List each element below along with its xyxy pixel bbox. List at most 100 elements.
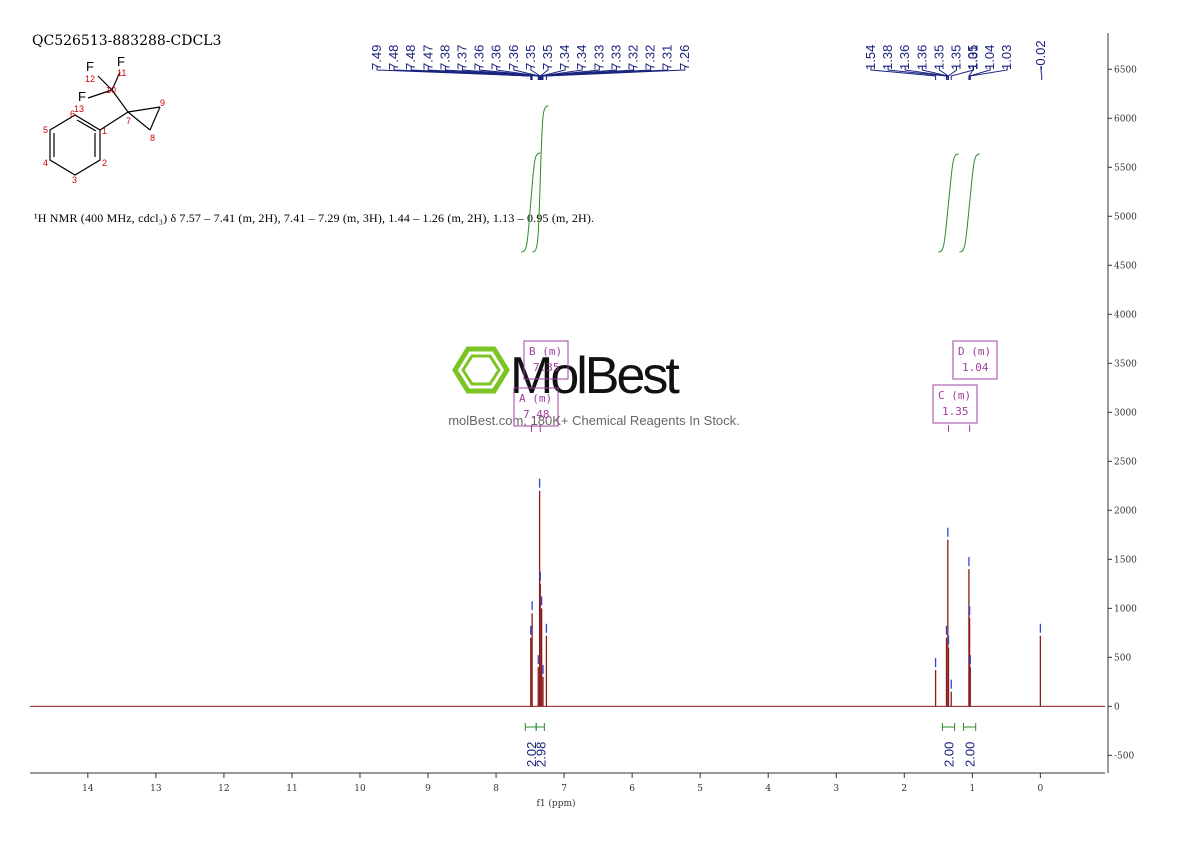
x-tick-label: 0 (1037, 784, 1043, 794)
integral-bracket (535, 723, 545, 731)
integral-curve (521, 152, 541, 253)
atom-number: 9 (160, 98, 165, 108)
x-tick-label: 13 (150, 784, 162, 794)
atom: F (78, 89, 86, 104)
peak-connector (870, 66, 937, 80)
multiplet-shift: 1.04 (962, 361, 989, 374)
peak-label: 1.38 (880, 45, 895, 70)
ring (49, 114, 101, 176)
integral-bracket (941, 723, 956, 731)
peak-connector (950, 66, 975, 80)
y-tick-label: -500 (1114, 751, 1134, 761)
bond (76, 119, 97, 132)
atom-number: 12 (85, 74, 95, 84)
x-tick-label: 9 (425, 784, 431, 794)
atom-number: 1 (102, 126, 107, 136)
y-tick-label: 2000 (1114, 506, 1137, 516)
peak-label: 7.37 (455, 45, 470, 70)
structure (49, 71, 161, 176)
x-tick-label: 1 (969, 784, 975, 794)
atom-number: 3 (72, 175, 77, 185)
peak-label: 1.36 (897, 45, 912, 70)
peak-connector (887, 66, 947, 80)
peak-label: 7.33 (608, 45, 623, 70)
atom: F (86, 59, 94, 74)
peak-label: 7.38 (437, 45, 452, 70)
peak-label: 1.54 (863, 45, 878, 70)
peak-label: 1.36 (914, 45, 929, 70)
peak-label: 7.36 (472, 45, 487, 70)
integral-label: 2.00 (963, 742, 978, 767)
peak-label: 1.35 (931, 45, 946, 70)
peak-label: 7.35 (523, 45, 538, 70)
x-tick-label: 5 (697, 784, 703, 794)
atom-number: 7 (126, 116, 131, 126)
peak-label: 7.49 (369, 45, 384, 70)
peak-label: 1.35 (949, 45, 964, 70)
peak-connector (541, 66, 617, 80)
peak-label: 7.48 (386, 45, 401, 70)
peak-label: 1.31 (966, 45, 981, 70)
bond (149, 106, 161, 131)
y-tick-label: 500 (1114, 653, 1131, 663)
peak-label: 1.04 (982, 45, 997, 70)
x-tick-label: 14 (82, 784, 94, 794)
atom-number: 13 (74, 104, 84, 114)
peak-connector (921, 66, 949, 80)
x-tick-label: 10 (354, 784, 366, 794)
x-tick-label: 11 (286, 784, 297, 794)
peak-label: 1.03 (999, 45, 1014, 70)
peak-connector (462, 66, 540, 80)
peak-label: 7.32 (643, 45, 658, 70)
atom-number: 11 (117, 68, 126, 78)
peak-label: 7.34 (574, 45, 589, 70)
integral-label: 2.98 (533, 742, 548, 767)
peak-connector (540, 66, 583, 80)
y-tick-label: 4500 (1114, 261, 1137, 271)
y-tick-label: 2500 (1114, 457, 1137, 467)
peak-connector (545, 66, 686, 80)
peak-connector (969, 66, 991, 80)
peak-label: 7.47 (420, 45, 435, 70)
integral-curve (959, 153, 980, 253)
watermark-logo (452, 346, 510, 394)
bond (97, 75, 113, 91)
peak-label: -0.02 (1033, 40, 1048, 70)
peak-label: 7.36 (506, 45, 521, 70)
x-tick-label: 6 (629, 784, 635, 794)
integral-label: 2.00 (942, 742, 957, 767)
peak-label: 7.33 (591, 45, 606, 70)
peak-connector (968, 66, 974, 80)
peak-connector (513, 66, 541, 80)
bond (111, 89, 129, 113)
x-axis-label: f1 (ppm) (537, 798, 576, 809)
watermark-brand: MolBest (510, 347, 680, 405)
multiplet-box (932, 384, 978, 424)
x-tick-label: 4 (765, 784, 771, 794)
y-tick-label: 5000 (1114, 212, 1137, 222)
peak-connector (539, 66, 549, 80)
peak-label: 7.35 (540, 45, 555, 70)
peak-label: 1.05 (965, 45, 980, 70)
peak-connector (948, 66, 957, 80)
atom-number: 2 (102, 158, 107, 168)
multiplet-box (952, 340, 998, 380)
multiplet-label: A (m) (519, 392, 552, 405)
integral-label: 2.02 (524, 742, 539, 767)
y-tick-label: 1500 (1114, 555, 1137, 565)
y-tick-label: 6000 (1114, 114, 1137, 124)
y-tick-label: 6500 (1114, 65, 1137, 75)
atom-number: 10 (106, 85, 116, 95)
atom-number: 5 (43, 125, 48, 135)
peak-label: 7.48 (403, 45, 418, 70)
x-tick-label: 3 (833, 784, 839, 794)
x-tick-label: 12 (218, 784, 229, 794)
multiplet-box (523, 340, 569, 380)
y-tick-label: 4000 (1114, 310, 1137, 320)
integral-bracket (524, 723, 537, 731)
y-tick-label: 3500 (1114, 359, 1137, 369)
y-tick-label: 1000 (1114, 604, 1137, 614)
peak-label: 7.34 (557, 45, 572, 70)
x-tick-label: 2 (901, 784, 907, 794)
